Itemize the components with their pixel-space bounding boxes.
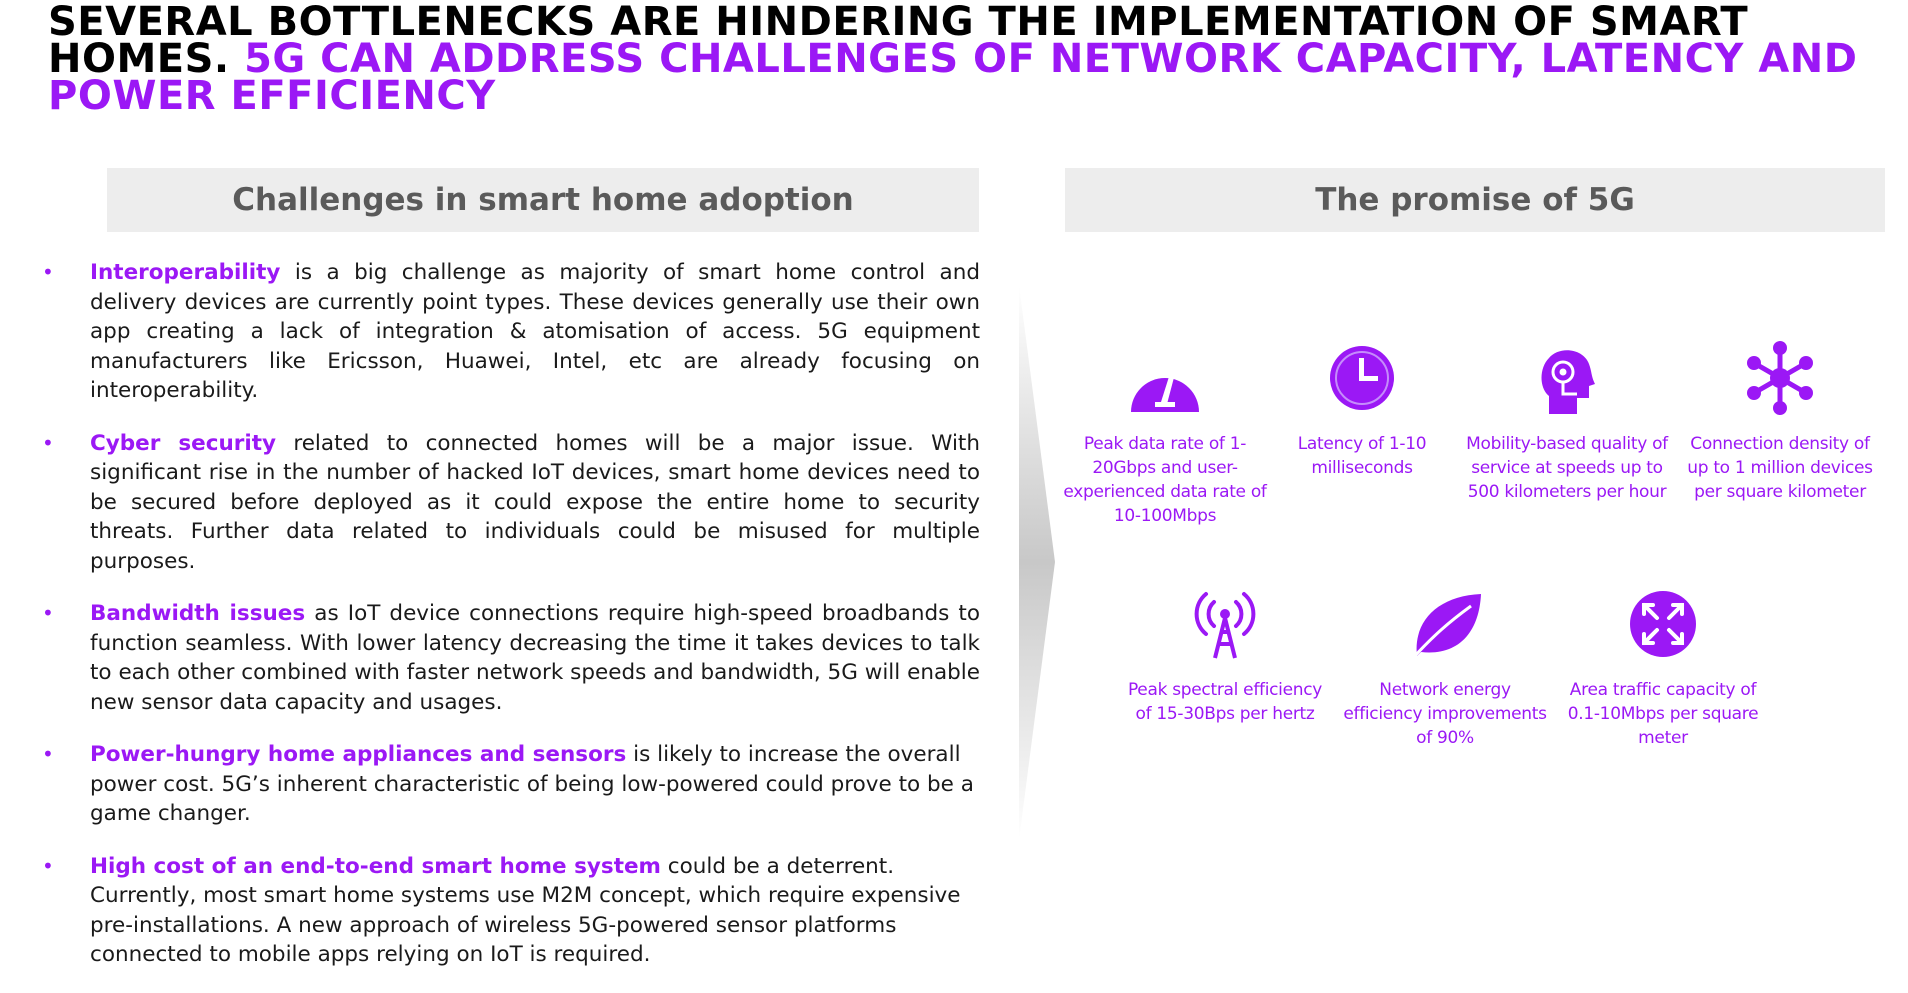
challenge-term: Cyber security (90, 430, 277, 456)
bullet-dot: • (42, 601, 54, 625)
feature-label: Area traffic capacity of 0.1-10Mbps per … (1567, 680, 1759, 748)
title-part-purple: 5G CAN ADDRESS CHALLENGES OF NETWORK CAP… (48, 36, 1858, 119)
title-part-black: SEVERAL BOTTLENECKS ARE HINDERING THE IM… (48, 0, 1749, 82)
challenges-header: Challenges in smart home adoption (107, 168, 979, 232)
expand-arrows-icon (1630, 591, 1696, 657)
feature-label: Connection density of up to 1 million de… (1687, 434, 1873, 502)
feature-label: Peak data rate of 1-20Gbps and user-expe… (1063, 434, 1267, 526)
bullet-dot: • (42, 742, 54, 766)
challenge-item-bandwidth: • Bandwidth issues as IoT device connect… (40, 599, 980, 717)
feature-mobility: Mobility-based quality of service at spe… (1462, 340, 1672, 504)
challenge-text: related to connected homes will be a maj… (90, 430, 980, 574)
bullet-dot: • (42, 853, 54, 878)
head-headset-icon (1541, 350, 1595, 414)
challenge-term: High cost of an end-to-end smart home sy… (90, 853, 661, 879)
feature-spectral-efficiency: Peak spectral efficiency of 15-30Bps per… (1120, 586, 1330, 726)
challenges-list: • Interoperability is a big challenge as… (40, 258, 980, 993)
feature-label: Peak spectral efficiency of 15-30Bps per… (1127, 680, 1323, 724)
chevron-divider-icon (1019, 285, 1055, 840)
challenge-text: could be a deterrent. Currently, most sm… (90, 853, 961, 968)
network-nodes-icon (1747, 341, 1813, 415)
challenge-term: Power-hungry home appliances and sensors (90, 742, 627, 767)
page-title: SEVERAL BOTTLENECKS ARE HINDERING THE IM… (48, 2, 1868, 116)
challenge-item-cyber-security: • Cyber security related to connected ho… (40, 429, 980, 577)
challenge-text: is a big challenge as majority of smart … (90, 260, 980, 403)
feature-latency: Latency of 1-10 milliseconds (1262, 340, 1462, 480)
challenge-term: Interoperability (90, 260, 281, 285)
leaf-icon (1411, 594, 1481, 660)
feature-area-traffic: Area traffic capacity of 0.1-10Mbps per … (1558, 586, 1768, 750)
challenge-text: is likely to increase the overall power … (90, 742, 974, 826)
promise-5g-header: The promise of 5G (1065, 168, 1885, 232)
challenge-item-power: • Power-hungry home appliances and senso… (40, 740, 980, 829)
feature-label: Mobility-based quality of service at spe… (1466, 434, 1668, 502)
bullet-dot: • (42, 430, 54, 455)
antenna-signal-icon (1194, 592, 1256, 659)
feature-energy-efficiency: Network energy efficiency improvements o… (1340, 586, 1550, 750)
speedometer-icon (1131, 359, 1199, 412)
challenge-item-interoperability: • Interoperability is a big challenge as… (40, 258, 980, 406)
challenge-term: Bandwidth issues (90, 601, 306, 626)
feature-label: Network energy efficiency improvements o… (1343, 680, 1547, 748)
feature-label: Latency of 1-10 milliseconds (1297, 434, 1427, 478)
challenge-item-cost: • High cost of an end-to-end smart home … (40, 852, 980, 970)
feature-peak-data-rate: Peak data rate of 1-20Gbps and user-expe… (1060, 340, 1270, 528)
feature-connection-density: Connection density of up to 1 million de… (1680, 340, 1880, 504)
challenge-text: as IoT device connections require high-s… (90, 601, 980, 715)
clock-icon (1330, 346, 1394, 410)
bullet-dot: • (42, 260, 54, 284)
